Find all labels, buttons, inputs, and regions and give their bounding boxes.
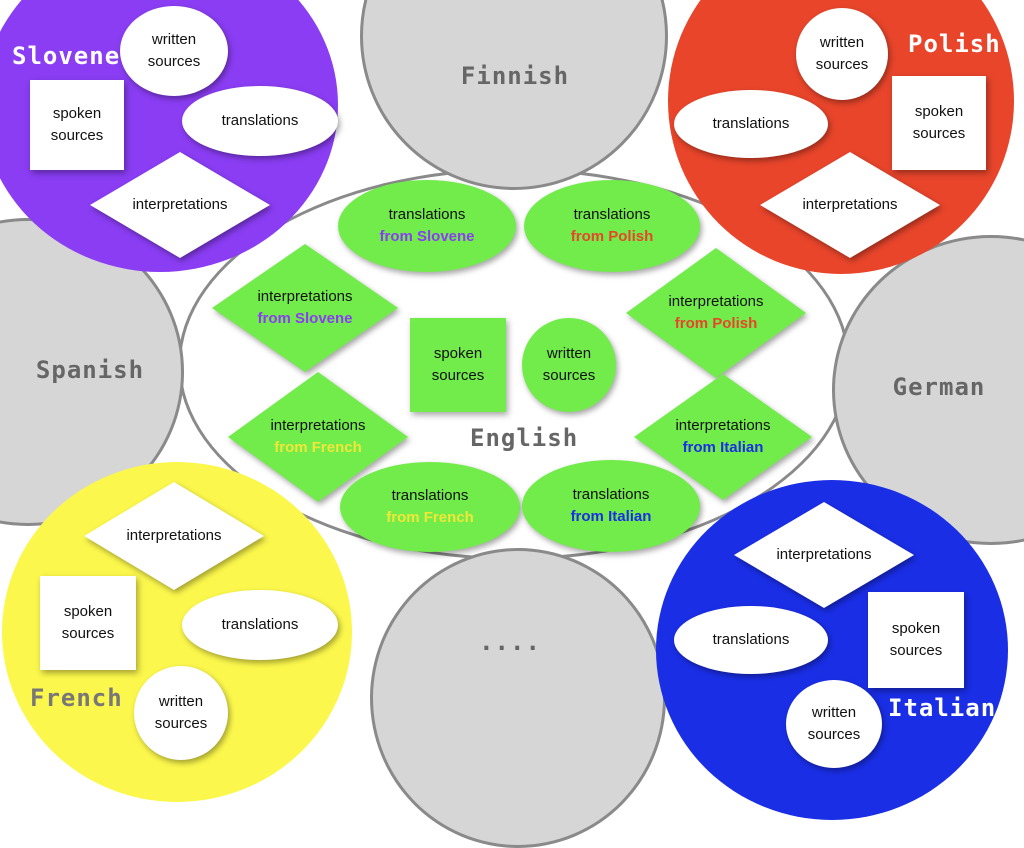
node-text: interpretations	[802, 196, 898, 213]
italian-spoken-sources: spoken sources	[868, 592, 964, 688]
node-text: sources	[815, 56, 869, 73]
node-text: interpretations	[776, 546, 872, 563]
translations-from-slovene: translations from Slovene	[338, 180, 516, 272]
slovene-translations: translations	[182, 86, 338, 156]
node-text: sources	[147, 53, 201, 70]
slovene-written-sources: written sources	[120, 6, 228, 96]
interpretations-from-polish: interpretations from Polish	[626, 248, 806, 378]
node-text: translations	[572, 486, 650, 503]
polish-spoken-sources: spoken sources	[892, 76, 986, 170]
source-language-text: from Italian	[570, 508, 652, 525]
node-text: spoken	[63, 603, 113, 620]
node-text: written	[819, 34, 865, 51]
slovene-label: Slovene	[12, 42, 121, 70]
node-text: written	[546, 345, 592, 362]
more-languages-label: ....	[479, 628, 541, 656]
node-text: written	[158, 693, 204, 710]
translations-from-polish: translations from Polish	[524, 180, 700, 272]
node-text: interpretations	[675, 417, 771, 434]
node-text: sources	[912, 125, 966, 142]
node-text: translations	[391, 487, 469, 504]
slovene-interpretations: interpretations	[90, 152, 270, 258]
node-text: sources	[889, 642, 943, 659]
italian-interpretations: interpretations	[734, 502, 914, 608]
french-interpretations: interpretations	[84, 482, 264, 590]
spanish-label: Spanish	[35, 356, 145, 384]
source-language-text: from French	[386, 509, 474, 526]
node-text: interpretations	[668, 293, 764, 310]
node-text: interpretations	[257, 288, 353, 305]
node-text: translations	[388, 206, 466, 223]
node-text: sources	[61, 625, 115, 642]
node-text: interpretations	[132, 196, 228, 213]
node-text: translations	[221, 616, 299, 633]
german-label: German	[892, 373, 986, 401]
node-text: written	[151, 31, 197, 48]
node-text: translations	[573, 206, 651, 223]
node-text: sources	[154, 715, 208, 732]
node-text: translations	[221, 112, 299, 129]
translations-from-french: translations from French	[340, 462, 520, 552]
node-text: sources	[542, 367, 596, 384]
english-written-sources: written sources	[522, 318, 616, 412]
node-text: spoken	[433, 345, 483, 362]
source-language-text: from French	[274, 439, 362, 456]
node-text: interpretations	[270, 417, 366, 434]
node-text: spoken	[914, 103, 964, 120]
source-language-text: from Polish	[674, 315, 758, 332]
english-label: English	[470, 424, 579, 452]
source-language-text: from Slovene	[257, 310, 353, 327]
node-text: spoken	[52, 105, 102, 122]
finnish-label: Finnish	[460, 62, 570, 90]
node-text: sources	[50, 127, 104, 144]
french-translations: translations	[182, 590, 338, 660]
node-text: translations	[712, 115, 790, 132]
node-text: interpretations	[126, 527, 222, 544]
polish-translations: translations	[674, 90, 828, 158]
polish-label: Polish	[908, 30, 1001, 58]
translations-from-italian: translations from Italian	[522, 460, 700, 552]
italian-label: Italian	[888, 694, 997, 722]
polish-written-sources: written sources	[796, 8, 888, 100]
interpretations-from-slovene: interpretations from Slovene	[212, 244, 398, 372]
node-text: written	[811, 704, 857, 721]
node-text: translations	[712, 631, 790, 648]
more-languages-circle	[370, 548, 666, 848]
french-label: French	[30, 684, 123, 712]
french-written-sources: written sources	[134, 666, 228, 760]
polish-interpretations: interpretations	[760, 152, 940, 258]
english-spoken-sources: spoken sources	[410, 318, 506, 412]
source-language-text: from Slovene	[379, 228, 475, 245]
finnish-circle	[360, 0, 668, 190]
french-spoken-sources: spoken sources	[40, 576, 136, 670]
italian-translations: translations	[674, 606, 828, 674]
italian-written-sources: written sources	[786, 680, 882, 768]
node-text: spoken	[891, 620, 941, 637]
node-text: sources	[431, 367, 485, 384]
slovene-spoken-sources: spoken sources	[30, 80, 124, 170]
node-text: sources	[807, 726, 861, 743]
source-language-text: from Italian	[682, 439, 764, 456]
source-language-text: from Polish	[570, 228, 654, 245]
